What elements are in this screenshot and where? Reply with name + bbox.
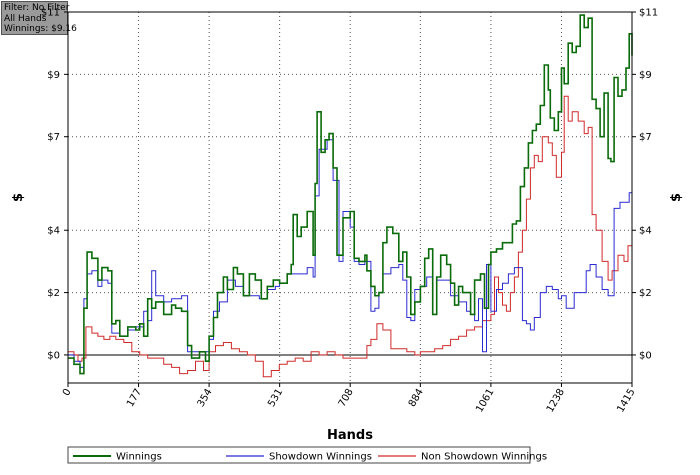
- x-tick-label: 177: [125, 387, 144, 409]
- y-tick-label-left: $9: [47, 70, 60, 81]
- x-tick-label: 884: [407, 387, 426, 409]
- series-line-2: [68, 95, 633, 378]
- filter-info-box: Filter: No Filter All Hands Winnings: $9…: [1, 1, 77, 35]
- hands-label: All Hands: [4, 13, 47, 24]
- x-axis: 0 177 354 531 708 884 1061 1238 1415: [61, 383, 638, 415]
- y-tick-label-right: $11: [639, 8, 658, 19]
- y-tick-label-right: $2: [639, 288, 652, 299]
- y-axis-right: $0 $2 $4 $7 $9 $11: [632, 8, 658, 361]
- y-tick-label-left: $0: [47, 350, 60, 361]
- y-axis-title-left: $: [11, 193, 26, 202]
- legend-label-1: Showdown Winnings: [269, 452, 372, 463]
- grid: [67, 11, 633, 383]
- series-line-1: [68, 139, 633, 368]
- y-axis-title-right: $: [669, 193, 684, 202]
- x-tick-label: 1415: [615, 387, 637, 415]
- x-tick-label: 354: [196, 387, 215, 409]
- x-tick-label: 531: [266, 387, 285, 409]
- y-tick-label-left: $2: [47, 288, 60, 299]
- x-tick-label: 1238: [545, 387, 567, 415]
- y-tick-label-right: $0: [639, 350, 652, 361]
- x-tick-label: 708: [337, 387, 356, 409]
- y-tick-label-left: $11: [41, 8, 60, 19]
- winnings-label: Winnings: $9.16: [4, 24, 77, 34]
- legend-frame: [67, 446, 531, 464]
- filter-label: Filter: No Filter: [4, 3, 70, 13]
- x-tick-label: 1061: [474, 387, 496, 415]
- series-line-0: [68, 14, 633, 375]
- y-tick-label-left: $7: [47, 132, 60, 143]
- x-tick-label: 0: [61, 387, 74, 398]
- y-tick-label-right: $4: [639, 226, 652, 237]
- legend: Winnings Showdown Winnings Non Showdown Wi…: [67, 446, 547, 464]
- series-lines: [68, 14, 633, 378]
- legend-label-0: Winnings: [116, 452, 162, 463]
- y-axis-left: $0 $2 $4 $7 $9 $11: [41, 8, 68, 361]
- y-tick-label-left: $4: [47, 226, 60, 237]
- plot-frame: [67, 11, 633, 384]
- y-tick-label-right: $9: [639, 70, 652, 81]
- legend-label-2: Non Showdown Winnings: [421, 452, 547, 463]
- y-tick-label-right: $7: [639, 132, 652, 143]
- x-axis-title: Hands: [327, 428, 373, 443]
